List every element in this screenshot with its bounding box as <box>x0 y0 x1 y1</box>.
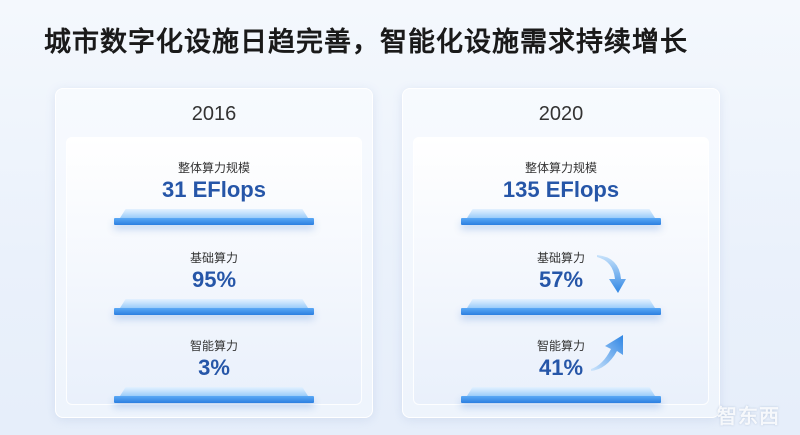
arrow-down-icon <box>597 255 626 293</box>
arrow-up-icon <box>591 335 623 371</box>
platform-plate <box>461 387 661 405</box>
panel-2016: 2016 整体算力规模 31 EFlops 基础算力 95% 智能算力 3% <box>55 88 373 418</box>
metric-label: 整体算力规模 <box>524 161 597 175</box>
platform-plate <box>461 209 661 227</box>
panel-year: 2020 <box>538 103 584 125</box>
metric-total-compute: 整体算力规模 135 EFlops <box>413 159 709 239</box>
metric-label: 基础算力 <box>536 251 585 265</box>
metric-value: 135 EFlops <box>502 177 620 202</box>
panel-body: 整体算力规模 135 EFlops 基础算力 57% 智能算力 41% <box>413 137 709 405</box>
metric-value: 57% <box>538 267 584 292</box>
panel-year: 2016 <box>191 103 237 125</box>
metric-basic-compute: 基础算力 57% <box>413 249 709 329</box>
platform-plate <box>114 387 314 405</box>
metric-value: 95% <box>191 267 237 292</box>
metric-label: 基础算力 <box>189 251 238 265</box>
metric-ai-compute: 智能算力 41% <box>413 335 709 417</box>
metric-basic-compute: 基础算力 95% <box>66 249 362 329</box>
metric-value: 31 EFlops <box>162 177 266 202</box>
page-title: 城市数字化设施日趋完善，智能化设施需求持续增长 <box>44 27 688 58</box>
platform-plate <box>114 299 314 317</box>
metric-value: 3% <box>198 355 230 380</box>
panel-body: 整体算力规模 31 EFlops 基础算力 95% 智能算力 3% <box>66 137 362 405</box>
panel-2020: 2020 整体算力规模 135 EFlops 基础算力 57% 智能算力 41% <box>402 88 720 418</box>
watermark-logo: 智东西 <box>717 404 780 428</box>
metric-total-compute: 整体算力规模 31 EFlops <box>66 159 362 239</box>
metric-label: 智能算力 <box>189 339 238 353</box>
metric-value: 41% <box>538 355 584 380</box>
metric-ai-compute: 智能算力 3% <box>66 337 362 417</box>
platform-plate <box>461 299 661 317</box>
metric-label: 整体算力规模 <box>177 161 250 175</box>
platform-plate <box>114 209 314 227</box>
metric-label: 智能算力 <box>536 339 585 353</box>
